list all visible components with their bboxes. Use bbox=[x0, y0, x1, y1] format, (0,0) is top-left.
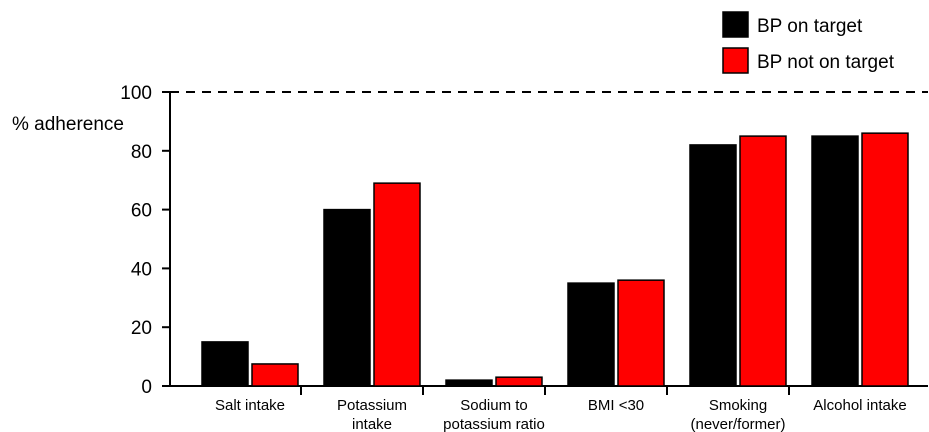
bar-not-on-target bbox=[373, 182, 421, 387]
legend: BP on target BP not on target bbox=[722, 11, 895, 74]
bar-not-on-target bbox=[739, 135, 787, 387]
x-tick-label: (never/former) bbox=[690, 416, 785, 432]
x-tick-label: intake bbox=[352, 416, 392, 432]
y-tick-label: 20 bbox=[131, 318, 152, 339]
x-tick-label: Potassium bbox=[337, 397, 407, 414]
bar-on-target bbox=[811, 135, 859, 387]
y-tick-label: 100 bbox=[120, 83, 152, 104]
bar-on-target bbox=[323, 208, 371, 387]
y-tick-label: 60 bbox=[131, 201, 152, 222]
x-axis: Salt intake Potassium intake Sodium to potas… bbox=[170, 385, 928, 432]
legend-label: BP not on target bbox=[757, 52, 895, 73]
x-tick-label: Sodium to bbox=[460, 397, 528, 414]
x-tick-label: potassium ratio bbox=[443, 416, 545, 432]
y-tick-label: 0 bbox=[141, 377, 152, 398]
bar-not-on-target bbox=[495, 376, 543, 387]
bar-not-on-target bbox=[617, 279, 665, 387]
x-tick-label: Salt intake bbox=[215, 397, 285, 414]
y-tick-label: 80 bbox=[131, 142, 152, 163]
legend-swatch bbox=[722, 47, 749, 74]
x-tick-label: Alcohol intake bbox=[813, 397, 906, 414]
bar-on-target bbox=[201, 341, 249, 387]
bar-on-target bbox=[689, 144, 737, 387]
bar-not-on-target bbox=[251, 363, 299, 387]
bar-not-on-target bbox=[861, 132, 909, 387]
y-axis: 0 20 40 60 80 100 bbox=[120, 83, 171, 398]
x-tick-label: BMI <30 bbox=[588, 397, 644, 414]
legend-swatch bbox=[722, 11, 749, 38]
bars bbox=[201, 132, 909, 387]
y-tick-label: 40 bbox=[131, 259, 152, 280]
x-tick-label: Smoking bbox=[709, 397, 767, 414]
legend-label: BP on target bbox=[757, 16, 863, 37]
bar-on-target bbox=[445, 379, 493, 387]
bar-on-target bbox=[567, 282, 615, 387]
y-axis-label: % adherence bbox=[12, 114, 124, 135]
